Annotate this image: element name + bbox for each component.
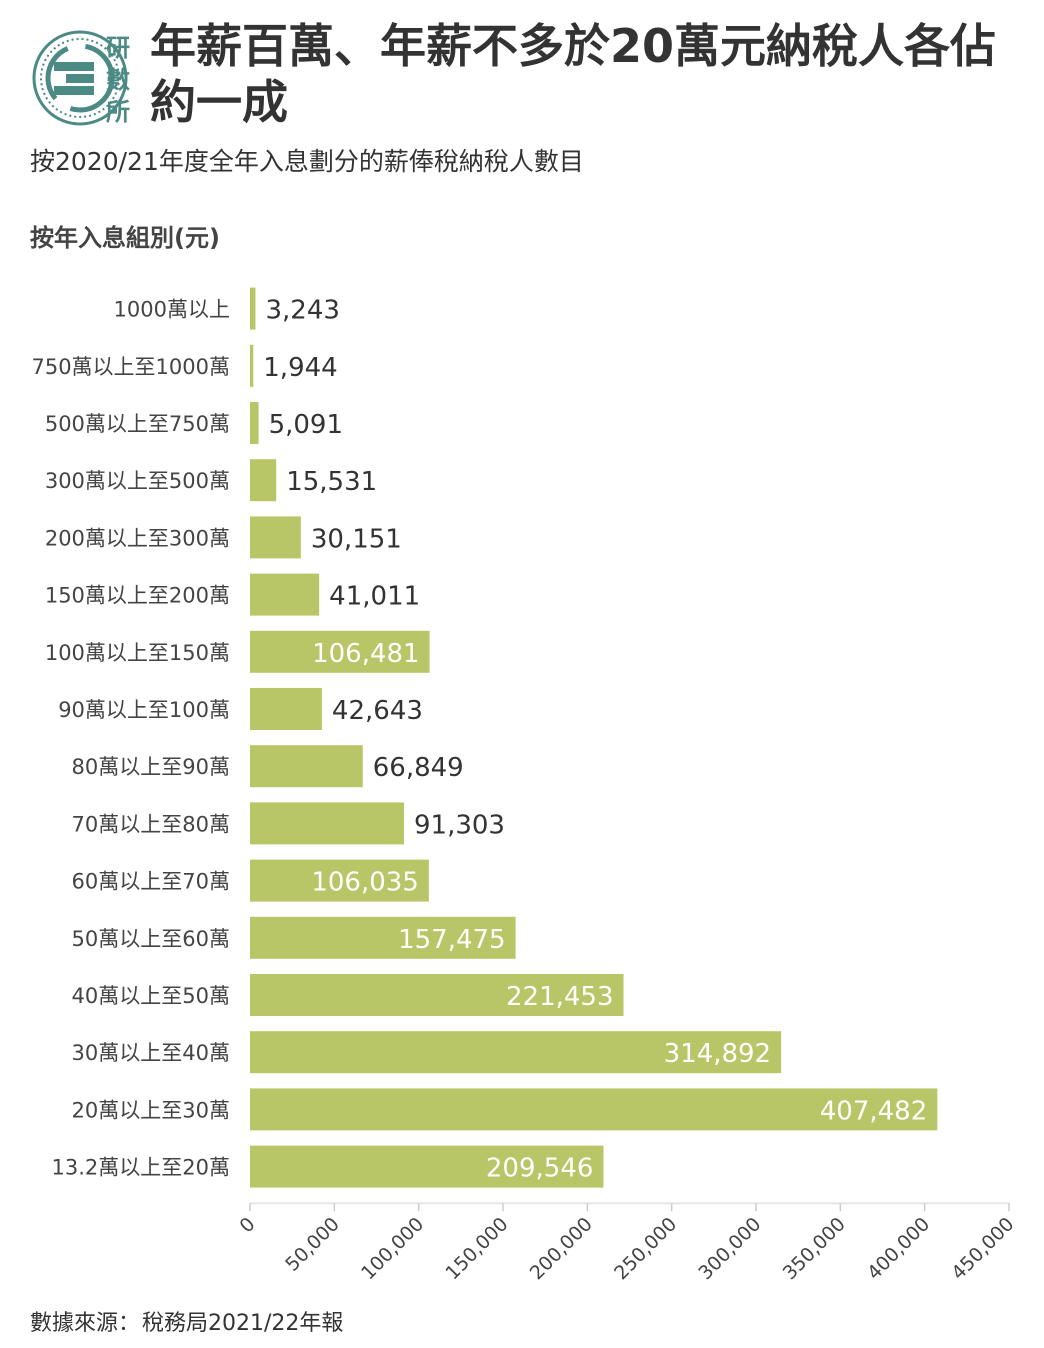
bar-6: [250, 630, 430, 673]
bar-14: [250, 1088, 938, 1131]
x-tick-label-5: 250,000: [610, 1213, 681, 1284]
logo-char-2: 數: [106, 66, 130, 94]
value-label-7: 42,643: [332, 696, 423, 726]
category-label-13: 30萬以上至40萬: [72, 1041, 230, 1065]
category-label-12: 40萬以上至50萬: [72, 984, 230, 1008]
bar-13: [250, 1031, 782, 1074]
bar-4: [250, 516, 301, 559]
source-value: 稅務局2021/22年報: [142, 1311, 344, 1336]
x-tick-label-8: 400,000: [863, 1213, 934, 1284]
value-label-2: 5,091: [269, 410, 343, 440]
category-label-5: 150萬以上至200萬: [45, 584, 230, 608]
chart-subtitle: 按2020/21年度全年入息劃分的薪俸稅納稅人數目: [30, 147, 584, 176]
source-note: 數據來源：稅務局2021/22年報: [30, 1305, 345, 1337]
category-label-9: 70萬以上至80萬: [72, 812, 230, 836]
bar-1: [250, 344, 254, 387]
x-tick-label-2: 100,000: [357, 1213, 428, 1284]
value-label-12: 221,453: [506, 982, 614, 1012]
value-label-3: 15,531: [286, 467, 377, 497]
category-label-0: 1000萬以上: [114, 298, 230, 322]
logo-char-3: 所: [106, 98, 130, 126]
category-label-6: 100萬以上至150萬: [45, 641, 230, 665]
source-label: 數據來源：: [30, 1311, 141, 1336]
bar-5: [250, 573, 320, 616]
y-axis-title: 按年入息組別(元): [30, 224, 220, 252]
chart-title: 年薪百萬、年薪不多於20萬元納稅人各佔約一成: [150, 19, 997, 129]
category-label-7: 90萬以上至100萬: [58, 698, 230, 722]
logo-char-1: 研: [106, 34, 130, 62]
value-label-10: 106,035: [311, 868, 419, 898]
value-label-5: 41,011: [329, 582, 420, 612]
logo-bars-icon: [54, 62, 94, 95]
category-label-3: 300萬以上至500萬: [45, 469, 230, 493]
category-label-11: 50萬以上至60萬: [72, 927, 230, 951]
value-label-9: 91,303: [414, 810, 505, 840]
bar-2: [250, 402, 259, 444]
x-tick-label-0: 0: [235, 1213, 259, 1237]
x-tick-label-9: 450,000: [947, 1213, 1018, 1284]
bar-9: [250, 802, 404, 845]
category-label-4: 200萬以上至300萬: [45, 526, 230, 550]
category-label-14: 20萬以上至30萬: [72, 1098, 230, 1122]
value-label-11: 157,475: [398, 925, 506, 955]
x-tick-label-4: 200,000: [526, 1213, 597, 1284]
x-tick-label-1: 50,000: [281, 1213, 344, 1276]
bar-3: [250, 459, 277, 502]
value-label-13: 314,892: [664, 1039, 772, 1069]
category-label-2: 500萬以上至750萬: [45, 412, 230, 436]
bar-11: [250, 916, 516, 959]
x-tick-label-7: 350,000: [779, 1213, 850, 1284]
category-label-1: 750萬以上至1000萬: [31, 355, 230, 379]
category-label-10: 60萬以上至70萬: [72, 870, 230, 894]
bar-chart: 1000萬以上 3,243 750萬以上至1000萬 1,944 500萬以上至750萬…: [31, 287, 1019, 1284]
value-label-15: 209,546: [486, 1154, 594, 1184]
bar-10: [250, 859, 429, 902]
bar-8: [250, 745, 363, 788]
bar-12: [250, 974, 624, 1016]
logo: 研 數 所: [32, 30, 130, 126]
x-tick-label-3: 150,000: [441, 1213, 512, 1284]
bar-7: [250, 688, 322, 730]
category-label-8: 80萬以上至90萬: [72, 755, 230, 779]
category-label-15: 13.2萬以上至20萬: [52, 1156, 230, 1180]
bar-15: [250, 1145, 604, 1188]
value-label-0: 3,243: [265, 296, 339, 326]
value-label-4: 30,151: [311, 524, 402, 554]
value-label-6: 106,481: [312, 639, 420, 669]
value-label-8: 66,849: [373, 753, 464, 783]
value-label-14: 407,482: [820, 1096, 928, 1126]
logo-ring-icon: [32, 30, 128, 126]
bar-0: [250, 287, 256, 330]
value-label-1: 1,944: [263, 353, 337, 383]
x-tick-label-6: 300,000: [694, 1213, 765, 1284]
